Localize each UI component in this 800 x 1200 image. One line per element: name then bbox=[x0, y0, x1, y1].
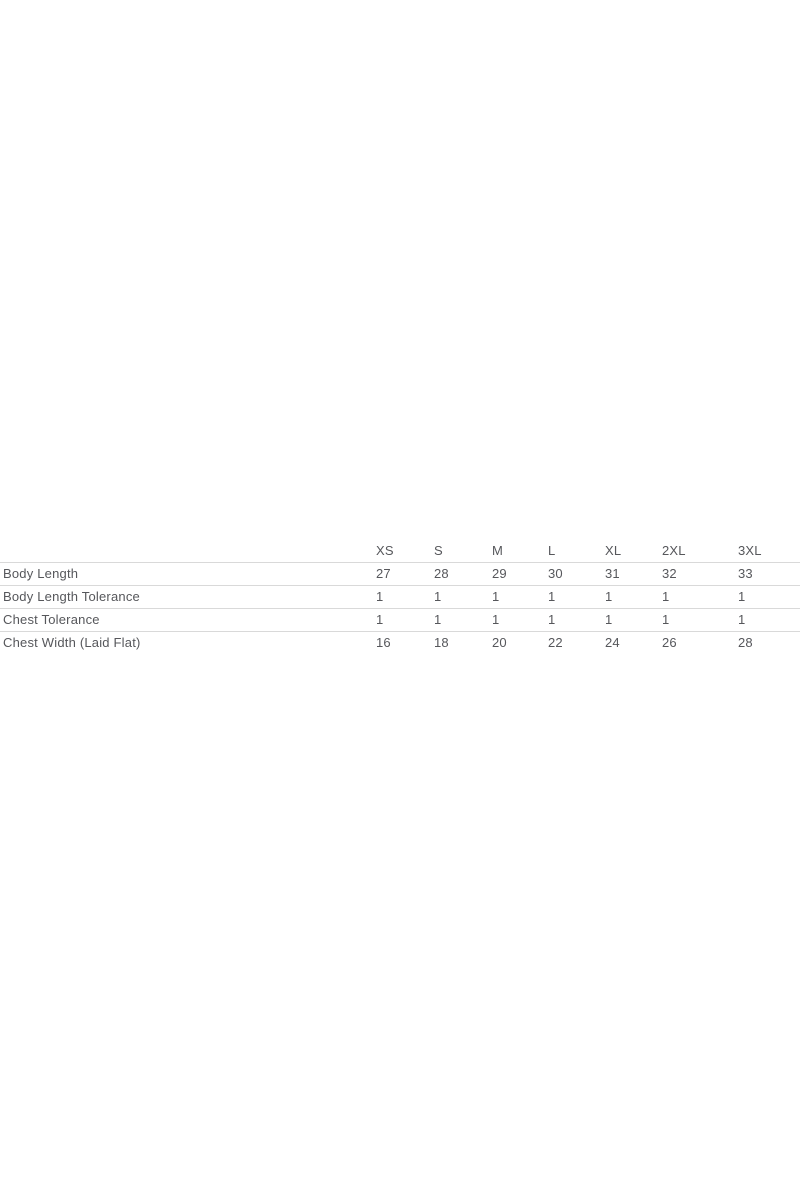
size-chart-row: Body Length 27 28 29 30 31 32 33 bbox=[0, 562, 800, 586]
size-chart-row: Body Length Tolerance 1 1 1 1 1 1 1 bbox=[0, 585, 800, 609]
size-column-header: L bbox=[548, 543, 556, 558]
size-chart-section: XS S M L XL 2XL 3XL Body Length 27 28 29 30 31 32 33 B… bbox=[0, 541, 800, 654]
size-column-header: XL bbox=[605, 543, 622, 558]
measurement-row-label: Chest Tolerance bbox=[0, 608, 373, 632]
size-chart-body: Body Length 27 28 29 30 31 32 33 Body Length Tol… bbox=[0, 562, 800, 654]
measurement-value-cell: 28 bbox=[431, 562, 489, 586]
measurement-value-cell: 1 bbox=[489, 585, 545, 609]
size-column-header: 2XL bbox=[662, 543, 686, 558]
size-chart-corner-cell bbox=[0, 541, 373, 563]
measurement-value-cell: 22 bbox=[545, 631, 602, 654]
size-column-header: 3XL bbox=[738, 543, 762, 558]
measurement-value-cell: 18 bbox=[431, 631, 489, 654]
measurement-value-cell: 1 bbox=[373, 608, 431, 632]
measurement-value-cell: 1 bbox=[431, 608, 489, 632]
size-column-header: S bbox=[434, 543, 443, 558]
measurement-value-cell: 1 bbox=[602, 585, 659, 609]
size-chart-table: XS S M L XL 2XL 3XL Body Length 27 28 29 30 31 32 33 B… bbox=[0, 541, 800, 654]
measurement-value-cell: 1 bbox=[545, 608, 602, 632]
measurement-value-cell: 32 bbox=[659, 562, 735, 586]
measurement-value-cell: 33 bbox=[735, 562, 800, 586]
measurement-value-cell: 26 bbox=[659, 631, 735, 654]
measurement-value-cell: 1 bbox=[373, 585, 431, 609]
measurement-value-cell: 29 bbox=[489, 562, 545, 586]
size-column-header: M bbox=[492, 543, 504, 558]
measurement-row-label: Chest Width (Laid Flat) bbox=[0, 631, 373, 654]
measurement-value-cell: 28 bbox=[735, 631, 800, 654]
size-column-header: XS bbox=[376, 543, 394, 558]
size-chart-row: Chest Width (Laid Flat) 16 18 20 22 24 26 28 bbox=[0, 631, 800, 654]
measurement-value-cell: 1 bbox=[659, 585, 735, 609]
measurement-value-cell: 16 bbox=[373, 631, 431, 654]
measurement-value-cell: 1 bbox=[431, 585, 489, 609]
measurement-value-cell: 1 bbox=[545, 585, 602, 609]
measurement-value-cell: 1 bbox=[602, 608, 659, 632]
measurement-value-cell: 1 bbox=[735, 608, 800, 632]
measurement-row-label: Body Length Tolerance bbox=[0, 585, 373, 609]
measurement-row-label: Body Length bbox=[0, 562, 373, 586]
measurement-value-cell: 20 bbox=[489, 631, 545, 654]
measurement-value-cell: 1 bbox=[489, 608, 545, 632]
measurement-value-cell: 30 bbox=[545, 562, 602, 586]
size-chart-header-row: XS S M L XL 2XL 3XL bbox=[0, 541, 800, 563]
measurement-value-cell: 24 bbox=[602, 631, 659, 654]
measurement-value-cell: 1 bbox=[659, 608, 735, 632]
size-chart-row: Chest Tolerance 1 1 1 1 1 1 1 bbox=[0, 608, 800, 632]
measurement-value-cell: 1 bbox=[735, 585, 800, 609]
measurement-value-cell: 31 bbox=[602, 562, 659, 586]
measurement-value-cell: 27 bbox=[373, 562, 431, 586]
